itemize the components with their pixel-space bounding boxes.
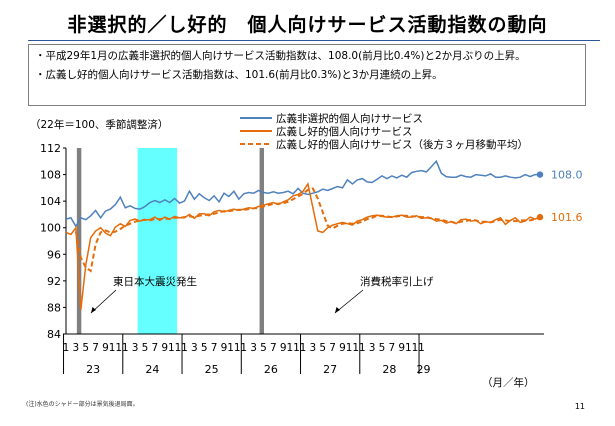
summary-line-1: ・平成29年1月の広義非選択的個人向けサービス活動指数は、108.0(前月比0.…	[35, 50, 526, 62]
x-month-label: 11	[168, 342, 181, 354]
annotation-earthquake: 東日本大震災発生	[113, 275, 197, 288]
x-month-label: 5	[379, 342, 386, 354]
recession-shading	[137, 148, 178, 334]
x-month-label: 3	[310, 342, 317, 354]
series-0-end-label: 108.0	[551, 169, 583, 182]
x-month-label: 3	[132, 342, 139, 354]
page-number: 11	[574, 402, 585, 411]
x-month-label: 1	[359, 342, 366, 354]
x-month-label: 1	[181, 342, 188, 354]
x-year-label: 24	[145, 363, 159, 376]
x-month-label: 3	[250, 342, 257, 354]
x-year-label: 26	[264, 363, 278, 376]
x-year-label: 28	[382, 363, 396, 376]
series-1-end-label: 101.6	[551, 211, 583, 224]
x-month-label: 5	[82, 342, 89, 354]
page-title: 非選択的／し好的 個人向けサービス活動指数の動向	[67, 14, 548, 36]
legend-label-1: 広義し好的個人向けサービス	[276, 125, 413, 138]
x-month-label: 5	[142, 342, 149, 354]
x-month-label: 5	[201, 342, 208, 354]
x-month-label: 7	[152, 342, 159, 354]
series-line-1	[65, 182, 541, 311]
y-tick-label: 112	[40, 142, 61, 155]
y-tick-label: 96	[47, 248, 61, 261]
x-month-label: 7	[389, 342, 396, 354]
legend-label-2: 広義し好的個人向けサービス（後方３ヶ月移動平均）	[276, 138, 528, 151]
x-month-label: 5	[319, 342, 326, 354]
x-month-label: 7	[92, 342, 99, 354]
y-tick-label: 100	[40, 222, 61, 235]
y-tick-label: 108	[40, 169, 61, 182]
x-month-label: 3	[73, 342, 80, 354]
tax-hike-bar	[259, 148, 265, 334]
x-month-label: 9	[280, 342, 287, 354]
title-divider	[28, 40, 600, 41]
annotation-earthquake-arrow	[90, 289, 117, 314]
series-0-end-point	[536, 171, 544, 178]
y-tick-label: 84	[47, 328, 61, 341]
x-month-label: 9	[339, 342, 346, 354]
y-tick-label: 104	[40, 195, 61, 208]
series-line-2	[74, 187, 541, 273]
x-month-label: 9	[102, 342, 109, 354]
x-month-label: 5	[260, 342, 267, 354]
x-month-label: 9	[398, 342, 405, 354]
annotation-tax-hike-arrow	[334, 289, 364, 314]
series-line-0	[65, 159, 540, 228]
x-year-label: 27	[323, 363, 337, 376]
y-tick-label: 92	[47, 275, 61, 288]
x-month-label: 1	[122, 342, 129, 354]
x-month-label: 1	[418, 342, 425, 354]
x-month-label: 11	[286, 342, 299, 354]
annotation-earthquake-arrowhead	[91, 307, 96, 313]
x-month-label: 9	[221, 342, 228, 354]
x-month-label: 7	[270, 342, 277, 354]
series-1-end-point	[536, 213, 544, 221]
x-month-label: 11	[346, 342, 359, 354]
footnote: (注)水色のシャドー部分は景気後退局面。	[26, 401, 139, 408]
x-month-label: 1	[240, 342, 247, 354]
x-month-label: 3	[191, 342, 198, 354]
annotation-tax-hike-arrowhead	[335, 307, 340, 313]
legend-label-0: 広義非選択的個人向けサービス	[276, 112, 423, 125]
x-year-label: 25	[205, 363, 219, 376]
earthquake-bar	[76, 148, 82, 334]
x-year-label: 29	[417, 363, 431, 376]
summary-line-2: ・広義し好的個人向けサービス活動指数は、101.6(前月比0.3%)と3か月連続…	[35, 69, 443, 81]
x-month-label: 1	[300, 342, 307, 354]
base-note: （22年＝100、季節調整済）	[30, 118, 168, 131]
x-axis-unit: （月／年）	[482, 376, 535, 389]
x-month-label: 11	[227, 342, 240, 354]
x-month-label: 3	[369, 342, 376, 354]
x-month-label: 7	[211, 342, 218, 354]
x-month-label: 1	[63, 342, 70, 354]
x-month-label: 11	[405, 342, 418, 354]
x-month-label: 11	[109, 342, 122, 354]
y-tick-label: 88	[47, 301, 61, 314]
annotation-tax-hike: 消費税率引上げ	[360, 275, 434, 288]
x-month-label: 7	[329, 342, 336, 354]
x-month-label: 9	[161, 342, 168, 354]
summary-box: ・平成29年1月の広義非選択的個人向けサービス活動指数は、108.0(前月比0.…	[28, 44, 586, 106]
x-year-label: 23	[86, 363, 100, 376]
